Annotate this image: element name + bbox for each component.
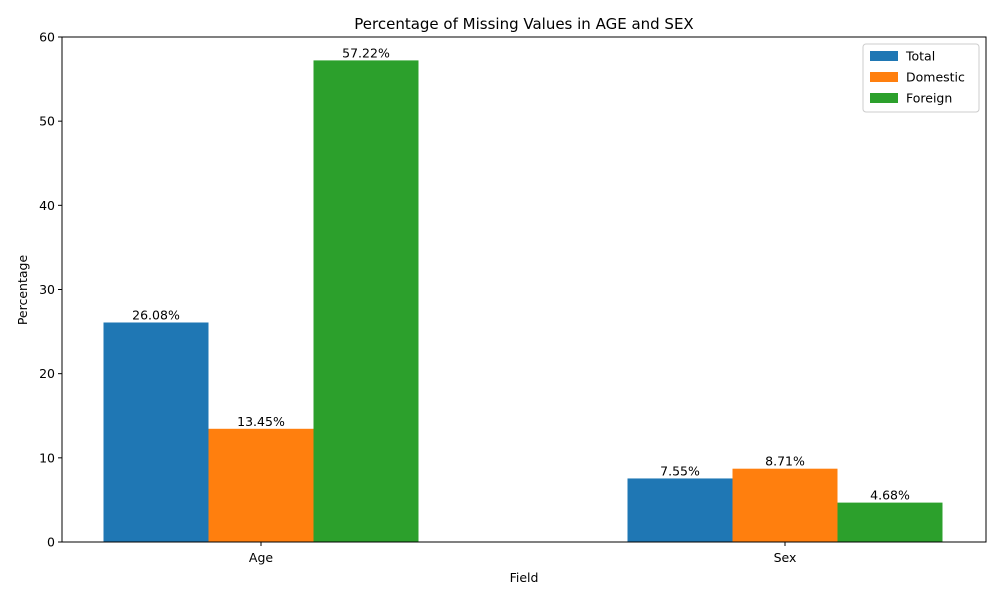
y-tick-label: 0 [47, 535, 55, 550]
bar-foreign-age [313, 60, 419, 542]
legend-swatch-total [870, 51, 898, 61]
x-axis: Age Sex [249, 542, 797, 565]
chart-title: Percentage of Missing Values in AGE and … [354, 15, 693, 33]
legend-swatch-domestic [870, 72, 898, 82]
bar-domestic-age [208, 428, 314, 542]
data-labels-group: 26.08% 7.55% 13.45% 8.71% 57.22% 4.68% [132, 45, 910, 502]
legend-label-domestic: Domestic [906, 70, 965, 85]
data-label-foreign-age: 57.22% [342, 45, 390, 60]
data-label-domestic-age: 13.45% [237, 414, 285, 429]
data-label-total-age: 26.08% [132, 307, 180, 322]
bar-foreign-sex [837, 502, 943, 542]
y-tick-label: 20 [39, 366, 55, 381]
bar-total-age [103, 322, 209, 542]
legend-label-total: Total [905, 49, 935, 64]
x-tick-label: Age [249, 550, 273, 565]
legend: Total Domestic Foreign [862, 43, 980, 113]
y-tick-label: 50 [39, 114, 55, 129]
bar-total-sex [627, 478, 733, 542]
y-tick-label: 30 [39, 282, 55, 297]
data-label-domestic-sex: 8.71% [765, 454, 805, 469]
legend-label-foreign: Foreign [906, 91, 952, 106]
y-tick-label: 60 [39, 30, 55, 45]
y-axis: 0 10 20 30 40 50 60 [39, 30, 62, 550]
data-label-total-sex: 7.55% [660, 463, 700, 478]
y-tick-label: 40 [39, 198, 55, 213]
y-axis-label: Percentage [15, 255, 30, 326]
x-tick-label: Sex [774, 550, 797, 565]
y-tick-label: 10 [39, 450, 55, 465]
bar-domestic-sex [732, 468, 838, 542]
x-axis-label: Field [510, 570, 539, 585]
data-label-foreign-sex: 4.68% [870, 488, 910, 503]
legend-swatch-foreign [870, 93, 898, 103]
bars-group [103, 60, 943, 542]
